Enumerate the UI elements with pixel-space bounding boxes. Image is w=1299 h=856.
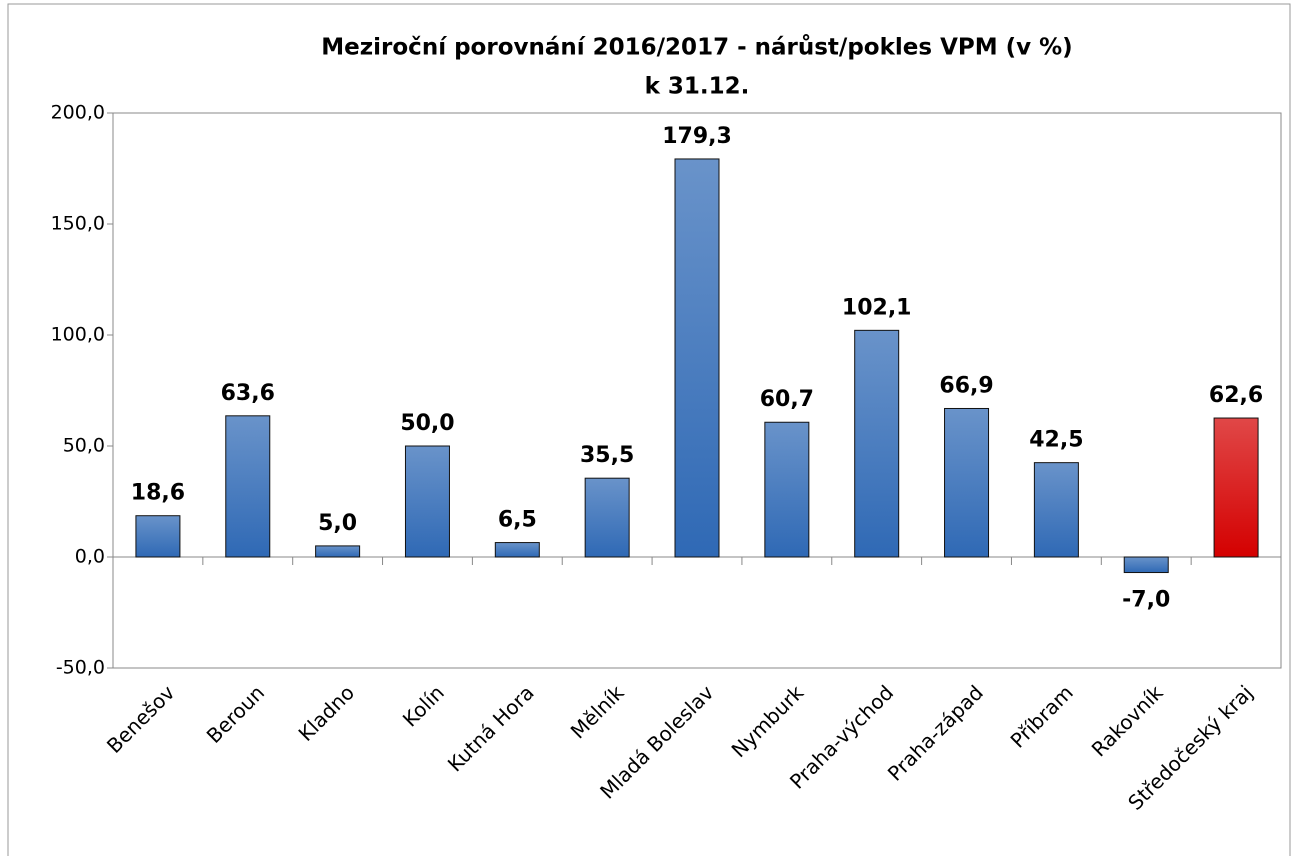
- y-tick-label: 200,0: [51, 102, 105, 124]
- bar: [404, 445, 450, 558]
- bar: [854, 329, 900, 558]
- chart-border: [7, 3, 1291, 856]
- y-tick-label: 50,0: [63, 435, 105, 457]
- y-tick-label: 100,0: [51, 324, 105, 346]
- data-label: 5,0: [318, 511, 357, 536]
- bar: [1213, 417, 1259, 558]
- bar: [315, 545, 361, 558]
- y-tick-label: 150,0: [51, 213, 105, 235]
- bar: [584, 477, 630, 558]
- chart-title: Meziroční porovnání 2016/2017 - nárůst/p…: [321, 34, 1072, 61]
- data-label: 42,5: [1029, 428, 1083, 453]
- bar: [1123, 556, 1169, 574]
- bar: [764, 421, 810, 558]
- bar: [225, 415, 271, 558]
- data-label: 66,9: [939, 373, 993, 398]
- y-tick-label: 0,0: [75, 546, 105, 568]
- data-label: -7,0: [1122, 588, 1170, 613]
- data-label: 35,5: [580, 443, 634, 468]
- bar: [1033, 462, 1079, 558]
- bar: [944, 407, 990, 558]
- data-label: 18,6: [131, 481, 185, 506]
- data-label: 102,1: [842, 295, 912, 320]
- data-label: 63,6: [221, 381, 275, 406]
- bar: [135, 515, 181, 558]
- data-label: 50,0: [400, 411, 454, 436]
- data-label: 62,6: [1209, 383, 1263, 408]
- bar: [494, 542, 540, 558]
- data-label: 6,5: [498, 508, 537, 533]
- bar: [674, 158, 720, 558]
- data-label: 179,3: [662, 124, 732, 149]
- chart-subtitle: k 31.12.: [645, 74, 750, 100]
- y-tick-label: -50,0: [56, 657, 105, 679]
- data-label: 60,7: [760, 387, 814, 412]
